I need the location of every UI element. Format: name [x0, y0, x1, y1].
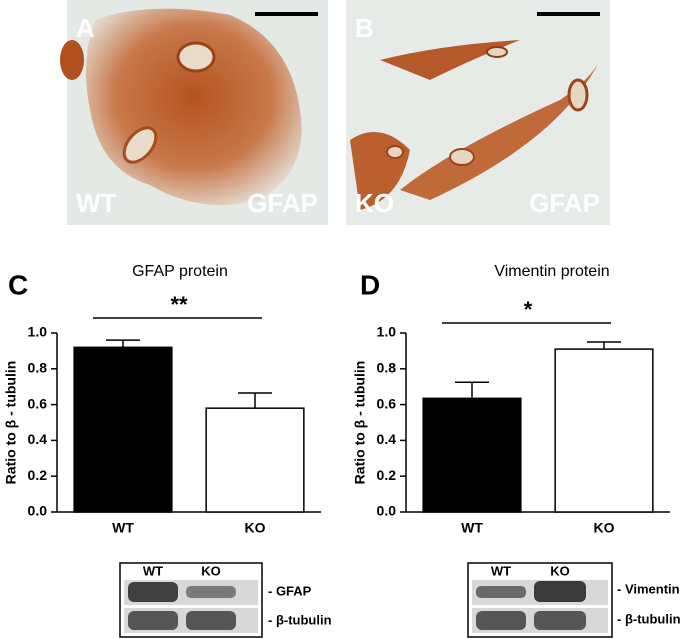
- y-tick-label: 0.8: [377, 360, 397, 376]
- lane-label: WT: [491, 563, 511, 578]
- bar: [554, 348, 654, 513]
- genotype-label: WT: [76, 188, 117, 218]
- lane-label: KO: [201, 563, 221, 578]
- panel-label: A: [76, 13, 95, 43]
- panel-label: C: [8, 269, 28, 300]
- chart-title: Vimentin protein: [494, 263, 609, 280]
- y-tick-label: 0.2: [377, 467, 397, 483]
- chart-title: GFAP protein: [132, 263, 228, 280]
- y-axis-label: Ratio to β - tubulin: [3, 361, 19, 485]
- genotype-label: KO: [355, 188, 394, 218]
- x-tick-label: KO: [245, 520, 266, 536]
- stain-label: GFAP: [247, 188, 318, 218]
- significance-label: *: [524, 297, 533, 322]
- y-tick-label: 0.4: [28, 431, 48, 447]
- bar: [205, 407, 305, 513]
- micrograph: B KO GFAP: [346, 0, 610, 225]
- panel-label: D: [360, 269, 380, 300]
- y-tick-label: 0.8: [28, 360, 48, 376]
- y-tick-label: 0.4: [377, 431, 397, 447]
- bar: [73, 346, 173, 513]
- micrograph: A WT GFAP: [60, 0, 328, 225]
- band-label: - β-tubulin: [617, 611, 681, 626]
- western-blot: WT KO - GFAP - β-tubulin: [119, 562, 332, 638]
- y-tick-label: 0.2: [28, 467, 48, 483]
- lane-label: KO: [550, 563, 570, 578]
- band-label: - β-tubulin: [268, 612, 332, 627]
- y-tick-label: 0.0: [377, 503, 397, 519]
- panel-label: B: [355, 13, 374, 43]
- y-tick-label: 0.6: [28, 395, 48, 411]
- band-label: - Vimentin: [617, 581, 680, 596]
- significance-label: **: [170, 292, 188, 317]
- lane-label: WT: [143, 563, 163, 578]
- y-tick-label: 0.0: [28, 503, 48, 519]
- y-tick-label: 0.6: [377, 395, 397, 411]
- x-tick-label: KO: [594, 520, 615, 536]
- band-label: - GFAP: [268, 583, 312, 598]
- bar: [422, 397, 522, 513]
- y-tick-label: 1.0: [377, 324, 397, 340]
- y-tick-label: 1.0: [28, 324, 48, 340]
- y-axis-label: Ratio to β - tubulin: [352, 361, 368, 485]
- x-tick-label: WT: [461, 520, 483, 536]
- stain-label: GFAP: [529, 188, 600, 218]
- western-blot: WT KO - Vimentin - β-tubulin: [467, 562, 681, 638]
- x-tick-label: WT: [112, 520, 134, 536]
